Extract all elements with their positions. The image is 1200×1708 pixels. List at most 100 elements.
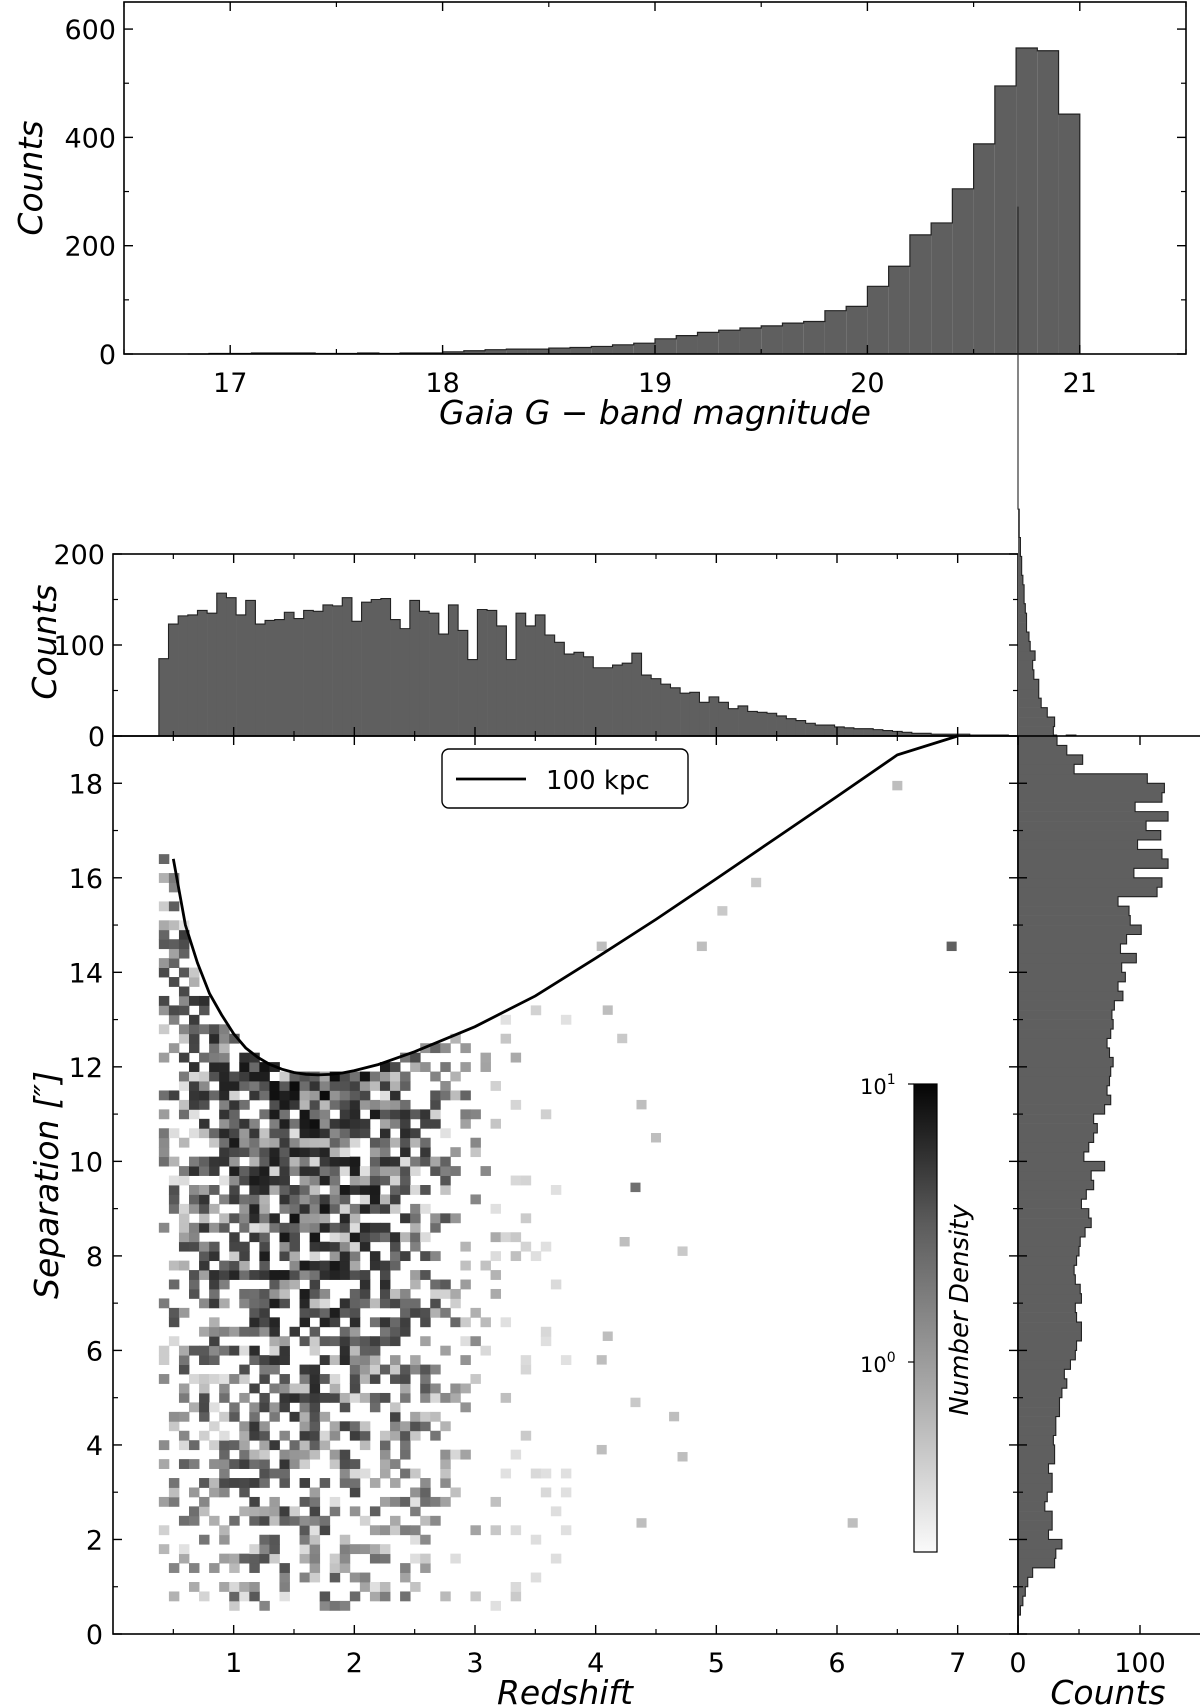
heatmap-cell <box>178 1005 190 1016</box>
heatmap-cell <box>309 1241 321 1252</box>
heatmap-cell <box>410 1487 421 1498</box>
heatmap-cell <box>259 1156 270 1167</box>
heatmap-cell <box>158 995 170 1006</box>
heatmap-cell <box>239 1506 250 1517</box>
heatmap-cell <box>390 1374 401 1384</box>
redshift-bar <box>593 667 604 736</box>
heatmap-cell <box>650 1133 662 1143</box>
separation-bar <box>1018 1596 1023 1606</box>
heatmap-cell <box>259 1194 270 1205</box>
heatmap-cell <box>158 1355 170 1365</box>
heatmap-cell <box>309 1326 321 1337</box>
heatmap-cell <box>199 1411 210 1422</box>
main-y-tick-label: 14 <box>69 958 103 989</box>
separation-bar <box>1018 991 1123 1001</box>
heatmap-cell <box>369 1355 381 1365</box>
heatmap-cell <box>289 1459 300 1469</box>
redshift-bar <box>554 642 565 736</box>
redshift-bar <box>525 625 536 736</box>
heatmap-cell <box>400 1572 411 1583</box>
heatmap-cell <box>390 1062 401 1072</box>
heatmap-cell <box>349 1317 361 1328</box>
heatmap-cell <box>299 1099 311 1110</box>
heatmap-cell <box>400 1525 411 1536</box>
heatmap-cell <box>319 1525 331 1536</box>
heatmap-cell <box>249 1081 260 1091</box>
separation-bar <box>1018 830 1161 841</box>
heatmap-cell <box>339 1402 351 1413</box>
heatmap-cell <box>299 1411 311 1422</box>
heatmap-cell <box>359 1298 371 1309</box>
heatmap-cell <box>369 1251 381 1262</box>
heatmap-cell <box>359 1241 371 1252</box>
heatmap-cell <box>349 1241 361 1252</box>
heatmap-cell <box>259 1298 270 1309</box>
heatmap-cell <box>168 873 180 883</box>
separation-bar <box>1018 1133 1094 1143</box>
heatmap-cell <box>596 1444 607 1455</box>
heatmap-cell <box>319 1222 331 1233</box>
gaia-bar <box>888 266 910 354</box>
heatmap-cell <box>329 1392 341 1403</box>
heatmap-cell <box>178 1345 190 1356</box>
heatmap-cell <box>289 1071 300 1082</box>
heatmap-cell <box>379 1279 391 1290</box>
heatmap-cell <box>289 1279 300 1290</box>
redshift-bar <box>467 659 478 736</box>
heatmap-cell <box>490 1288 502 1299</box>
heatmap-cell <box>339 1109 351 1120</box>
redshift-bar <box>544 634 555 736</box>
heatmap-cell <box>309 1449 321 1460</box>
heatmap-cell <box>329 1355 341 1365</box>
heatmap-cell <box>259 1459 270 1469</box>
heatmap-cell <box>420 1203 431 1214</box>
heatmap-cell <box>602 1331 613 1341</box>
heatmap-cell <box>339 1081 351 1091</box>
heatmap-cell <box>239 1582 250 1592</box>
heatmap-cell <box>460 1118 471 1129</box>
heatmap-cell <box>209 1298 220 1309</box>
heatmap-cell <box>299 1128 311 1139</box>
heatmap-cell <box>189 977 200 987</box>
heatmap-cell <box>369 1099 381 1110</box>
heatmap-cell <box>249 1185 260 1195</box>
heatmap-cell <box>379 1099 391 1110</box>
heatmap-cell <box>319 1175 331 1186</box>
heatmap-cell <box>460 1109 471 1120</box>
heatmap-cell <box>400 1166 411 1176</box>
heatmap-cell <box>259 1203 270 1214</box>
heatmap-cell <box>189 1128 200 1139</box>
redshift-bar <box>342 597 353 736</box>
heatmap-cell <box>279 1166 290 1176</box>
heatmap-cell <box>199 1430 210 1441</box>
heatmap-cell <box>339 1270 351 1280</box>
heatmap-cell <box>168 1307 180 1318</box>
heatmap-cell <box>249 1166 260 1176</box>
heatmap-cell <box>219 1062 230 1072</box>
heatmap-cell <box>630 1397 641 1408</box>
heatmap-cell <box>249 1194 260 1205</box>
heatmap-cell <box>299 1185 311 1195</box>
heatmap-cell <box>349 1544 361 1555</box>
heatmap-cell <box>319 1109 331 1120</box>
heatmap-cell <box>259 1241 270 1252</box>
heatmap-cell <box>636 1518 647 1528</box>
heatmap-cell <box>379 1194 391 1205</box>
heatmap-cell <box>168 1563 180 1573</box>
heatmap-cell <box>269 1298 280 1309</box>
heatmap-cell <box>329 1600 341 1611</box>
heatmap-cell <box>460 1241 471 1252</box>
heatmap-cell <box>158 939 170 950</box>
heatmap-cell <box>309 1515 321 1526</box>
redshift-bar <box>380 598 391 736</box>
heatmap-cell <box>279 1071 290 1082</box>
gaia-bar <box>485 349 507 354</box>
redshift-histogram-outline <box>158 592 1200 737</box>
heatmap-cell <box>339 1203 351 1214</box>
heatmap-cell <box>158 854 170 865</box>
heatmap-cell <box>209 1156 220 1167</box>
heatmap-cell <box>420 1137 431 1148</box>
heatmap-cell <box>309 1411 321 1422</box>
heatmap-cell <box>299 1459 311 1469</box>
heatmap-cell <box>229 1175 240 1186</box>
